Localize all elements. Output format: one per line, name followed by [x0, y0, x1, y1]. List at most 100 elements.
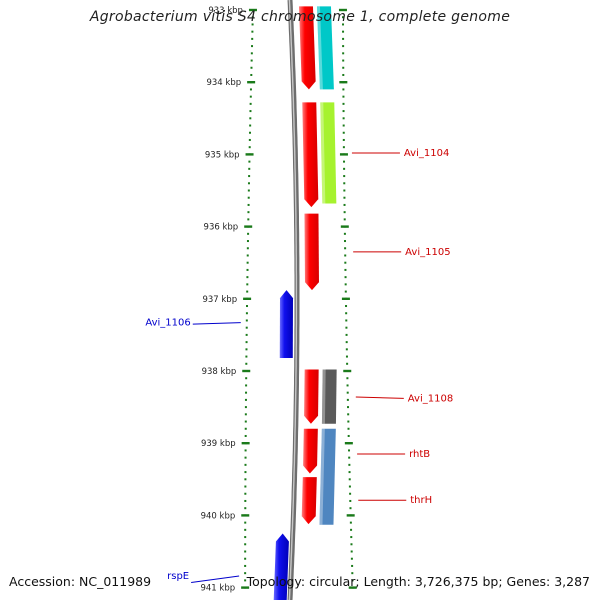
- minor-tick-left: [244, 456, 247, 459]
- major-tick-left: [245, 153, 254, 156]
- major-tick-left: [241, 514, 250, 517]
- minor-tick-left: [251, 30, 254, 33]
- minor-tick-right: [346, 391, 349, 394]
- reverse-gene-arrow[interactable]: [301, 477, 317, 525]
- minor-tick-left: [244, 413, 247, 416]
- gene-label[interactable]: rspE: [167, 571, 189, 582]
- reverse-gene-arrow[interactable]: [304, 369, 319, 424]
- major-tick-left: [242, 369, 251, 373]
- cds-highlight: [319, 428, 325, 525]
- minor-tick-left: [248, 160, 251, 163]
- minor-tick-right: [343, 175, 346, 178]
- minor-tick-right: [348, 449, 351, 452]
- gene-label[interactable]: rhtB: [409, 449, 430, 460]
- cds-feature[interactable]: [316, 6, 334, 90]
- gene-label[interactable]: Avi_1108: [408, 393, 453, 404]
- cds-feature[interactable]: [319, 428, 336, 525]
- minor-tick-left: [246, 268, 249, 271]
- minor-tick-right: [351, 572, 354, 575]
- minor-tick-right: [345, 312, 348, 315]
- minor-tick-right: [342, 95, 345, 98]
- minor-tick-left: [245, 333, 248, 336]
- minor-tick-right: [345, 333, 348, 336]
- minor-tick-right: [351, 579, 354, 582]
- minor-tick-right: [344, 283, 347, 286]
- minor-tick-left: [245, 391, 248, 394]
- minor-tick-left: [251, 23, 254, 26]
- minor-tick-left: [246, 254, 249, 257]
- gene-label[interactable]: Avi_1106: [145, 318, 190, 329]
- minor-tick-right: [346, 377, 349, 380]
- gene-label[interactable]: Avi_1104: [404, 148, 449, 159]
- cds-layer: [316, 6, 337, 525]
- cds-highlight: [321, 369, 326, 424]
- minor-tick-right: [349, 521, 352, 524]
- minor-tick-left: [244, 579, 247, 582]
- minor-tick-right: [347, 413, 350, 416]
- reverse-gene-arrow[interactable]: [302, 102, 319, 208]
- gene-label[interactable]: Avi_1105: [405, 247, 450, 258]
- minor-tick-right: [344, 276, 347, 279]
- minor-tick-right: [342, 45, 345, 48]
- minor-tick-left: [244, 564, 247, 567]
- major-tick-left: [244, 225, 253, 228]
- minor-tick-left: [246, 305, 249, 308]
- minor-tick-right: [348, 478, 351, 481]
- minor-tick-right: [343, 196, 346, 199]
- minor-tick-right: [345, 348, 348, 351]
- minor-tick-right: [348, 463, 351, 466]
- minor-tick-left: [244, 521, 247, 524]
- minor-tick-left: [246, 276, 249, 279]
- minor-tick-left: [246, 290, 249, 293]
- minor-tick-right: [342, 124, 345, 127]
- minor-tick-left: [249, 88, 252, 91]
- scale-tick-label: 938 kbp: [202, 367, 237, 377]
- minor-tick-left: [246, 283, 249, 286]
- reverse-gene-arrow[interactable]: [298, 6, 316, 90]
- major-tick-left: [243, 297, 252, 300]
- cds-highlight: [316, 6, 323, 90]
- minor-tick-right: [344, 240, 347, 243]
- genes-layer: [273, 6, 319, 600]
- minor-tick-left: [244, 507, 247, 510]
- minor-tick-right: [348, 456, 351, 459]
- forward-gene-arrow[interactable]: [279, 290, 293, 359]
- minor-tick-right: [343, 182, 346, 185]
- minor-tick-left: [248, 167, 251, 170]
- minor-tick-right: [350, 543, 353, 546]
- major-tick-left: [241, 586, 250, 589]
- minor-tick-right: [345, 341, 348, 344]
- cds-feature[interactable]: [320, 102, 337, 204]
- minor-tick-left: [245, 362, 248, 365]
- minor-tick-left: [246, 261, 249, 264]
- reverse-gene-arrow[interactable]: [304, 213, 319, 291]
- minor-tick-left: [248, 131, 251, 134]
- map-title: Agrobacterium vitis S4 chromosome 1, com…: [89, 9, 511, 25]
- minor-tick-left: [245, 384, 248, 387]
- reverse-gene-arrow[interactable]: [303, 428, 318, 474]
- minor-tick-left: [247, 232, 250, 235]
- minor-tick-right: [342, 52, 345, 55]
- minor-tick-left: [247, 218, 250, 221]
- minor-tick-right: [342, 73, 345, 76]
- scale-ticks-layer: 933 kbp 934 kbp 935 kbp 936 kbp 937 kbp 938 k…: [200, 6, 357, 594]
- major-tick-right: [339, 81, 348, 84]
- major-tick-left: [241, 442, 250, 445]
- major-tick-right: [346, 514, 355, 517]
- minor-tick-left: [249, 117, 252, 120]
- minor-tick-right: [343, 160, 346, 163]
- minor-tick-right: [342, 131, 345, 134]
- minor-tick-left: [244, 550, 247, 553]
- forward-gene-arrow[interactable]: [273, 533, 289, 600]
- minor-tick-left: [244, 406, 247, 409]
- minor-tick-left: [250, 59, 253, 62]
- minor-tick-left: [249, 95, 252, 98]
- gene-label[interactable]: thrH: [410, 495, 432, 506]
- minor-tick-right: [342, 102, 345, 105]
- gene-label-leader: [192, 322, 241, 325]
- minor-tick-left: [247, 189, 250, 192]
- genome-summary-text: Topology: circular; Length: 3,726,375 bp…: [246, 574, 590, 589]
- minor-tick-right: [342, 117, 345, 120]
- cds-feature[interactable]: [321, 369, 337, 424]
